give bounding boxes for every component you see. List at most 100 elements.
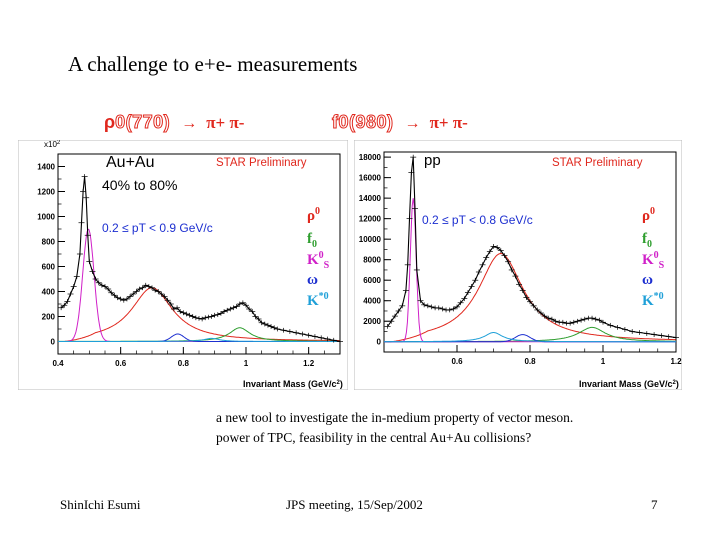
auau-curve-Kstar0 (58, 337, 340, 342)
pp-data-point (475, 269, 482, 275)
auau-data-point (67, 291, 74, 297)
pp-data-point (673, 335, 679, 341)
auau-data-point (81, 174, 88, 179)
pp-data-point (530, 303, 537, 309)
auau-data-point (127, 294, 134, 299)
pp-data-point (497, 248, 504, 253)
auau-data-point (170, 306, 177, 312)
pp-data-point (483, 255, 490, 261)
auau-preliminary-label: STAR Preliminary (216, 157, 307, 169)
pp-data-point (412, 206, 419, 211)
pp-data-point (508, 267, 515, 273)
pp-data-point (589, 315, 596, 321)
pp-data-point (537, 310, 544, 316)
auau-data-point (299, 331, 306, 337)
auau-data-point (98, 282, 105, 288)
auau-data-point (243, 302, 249, 308)
auau-data-point (224, 307, 231, 313)
auau-data-point (149, 285, 155, 291)
auau-chart: 0 200 400 600 800 1000 1200 1400 0.4 0.6 0.8 1 1.2 x… (18, 140, 348, 390)
auau-data-point (174, 305, 181, 311)
pp-data-point (621, 327, 628, 332)
pp-data-point (600, 319, 606, 325)
auau-data-point (217, 310, 224, 316)
auau-centrality-label: 40% to 80% (102, 177, 178, 193)
auau-data-point (114, 295, 121, 301)
auau-data-point (158, 291, 165, 297)
auau-legend: ρ0 f0 K0S ω K*0 (307, 206, 330, 309)
auau-data-point (239, 300, 246, 306)
auau-data-point (258, 320, 265, 326)
auau-data-point (205, 314, 212, 320)
pp-data-point (395, 308, 402, 314)
pp-data-point (665, 334, 672, 340)
decay-f0-products: π+ π- (429, 113, 468, 132)
pp-data-point (486, 249, 493, 254)
auau-legend-k0s: K0S (307, 250, 330, 271)
auau-axes: 0 200 400 600 800 1000 1200 1400 0.4 0.6 0.8 1 1.2 (37, 153, 341, 368)
auau-data-point (136, 286, 143, 292)
pp-data-point (494, 244, 501, 250)
auau-data-point (249, 309, 256, 314)
auau-data-point (264, 322, 271, 328)
pp-data-point (472, 277, 479, 283)
pp-data-point (548, 316, 555, 322)
auau-data-points (58, 174, 343, 344)
pp-data-point (570, 319, 577, 325)
pp-data-point (581, 316, 588, 322)
pp-data-point (545, 315, 552, 321)
auau-data-point (92, 276, 99, 282)
auau-data-point (64, 299, 71, 304)
pp-data-point (512, 273, 519, 279)
pp-data-points (384, 154, 679, 341)
auau-curve-rho0 (58, 287, 340, 342)
pp-y-tick-label: 18000 (359, 153, 382, 162)
auau-data-point (83, 195, 90, 201)
pp-y-tick-label: 10000 (359, 235, 382, 244)
pp-data-point (457, 300, 464, 306)
pp-data-point (490, 243, 497, 249)
pp-system-label: pp (424, 152, 441, 169)
auau-data-point (202, 315, 209, 321)
auau-data-point (123, 296, 130, 302)
auau-data-point (139, 285, 146, 291)
auau-data-point (192, 315, 199, 321)
auau-data-point (145, 284, 152, 289)
auau-data-point (271, 325, 278, 331)
auau-data-point (177, 309, 184, 314)
auau-data-point (73, 274, 80, 279)
auau-y-tick-label: 400 (42, 288, 56, 297)
pp-data-point (388, 318, 395, 324)
pp-data-point (527, 299, 533, 305)
auau-y-multiplier: x102 (44, 140, 61, 149)
auau-data-point (274, 326, 281, 332)
auau-data-point (167, 301, 174, 307)
decay-rho-resonance: 0(770) (115, 112, 171, 133)
pp-data-point (421, 302, 428, 308)
pp-data-point (435, 305, 442, 311)
auau-data-point (161, 294, 168, 299)
pp-data-point (523, 295, 530, 301)
auau-system-label: Au+Au (106, 154, 154, 171)
auau-data-point (70, 284, 77, 289)
pp-x-axis-title: Invariant Mass (GeV/c2) (579, 379, 679, 389)
footer-author: ShinIchi Esumi (60, 497, 141, 512)
pp-data-point (417, 298, 424, 304)
slide-title: A challenge to e+e- measurements (68, 52, 358, 76)
pp-y-tick-label: 8000 (363, 256, 381, 265)
auau-data-point (189, 314, 196, 319)
auau-data-point (117, 296, 124, 302)
pp-data-point (461, 296, 468, 302)
auau-data-point (246, 306, 253, 312)
decay-f0-arrow: → (404, 115, 421, 132)
pp-legend-f0: f0 (642, 231, 652, 250)
footer-page: 7 (651, 497, 658, 512)
auau-data-point (164, 297, 171, 303)
auau-data-point (183, 311, 190, 317)
pp-data-point (541, 313, 548, 319)
auau-data-point (337, 339, 343, 344)
auau-data-point (76, 251, 83, 257)
pp-legend: ρ0 f0 K0S ω K*0 (642, 206, 665, 309)
auau-data-point (208, 314, 215, 319)
decay-f0: f0(980) → π+ π- (332, 112, 468, 133)
